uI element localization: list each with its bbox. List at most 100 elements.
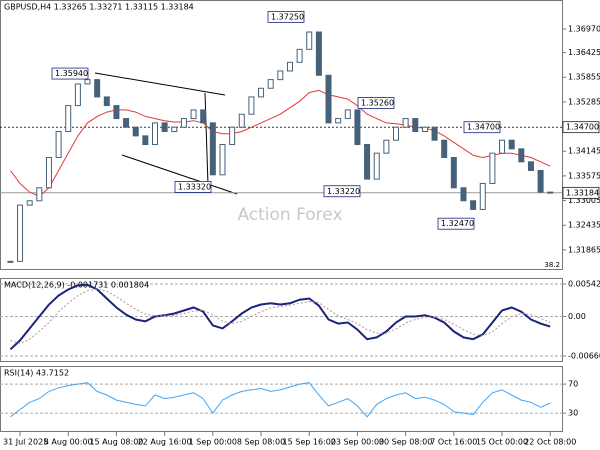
y-tick-label: 1.34145 (568, 147, 600, 156)
candle (508, 139, 515, 150)
candle (258, 87, 265, 98)
price-label: 1.35940 (55, 69, 88, 78)
candle (161, 122, 168, 133)
x-tick-label: 30 Sep 08:00 (379, 438, 432, 447)
rsi-title: RSI(14) 43.7152 (4, 369, 69, 378)
fib-label: 38.2 (544, 261, 560, 269)
level-box (562, 121, 600, 134)
candle (354, 109, 361, 146)
candle (113, 105, 120, 120)
candle (441, 139, 448, 158)
price-box (323, 185, 361, 198)
candle (84, 79, 91, 85)
candle (547, 191, 554, 194)
candle (267, 79, 274, 89)
level-label: 1.34700 (566, 123, 599, 132)
price-label: 1.32470 (441, 219, 474, 228)
y-tick-label: 1.35285 (568, 97, 600, 106)
candle (499, 139, 506, 154)
candle (229, 126, 236, 146)
x-tick-label: 22 Oct 08:00 (524, 438, 576, 447)
candle (142, 135, 149, 146)
y-tick-label: 1.33005 (568, 196, 600, 205)
price-box (437, 217, 475, 230)
candle (518, 148, 525, 163)
candle (17, 204, 24, 262)
y-tick-label: 1.36970 (568, 24, 600, 33)
x-tick-label: 31 Jul 2025 (3, 438, 48, 447)
candle (421, 126, 428, 133)
candle (26, 200, 33, 206)
panel-frame (0, 0, 563, 270)
series-line (10, 382, 551, 418)
x-tick-label: 22 Aug 16:00 (138, 438, 192, 447)
x-tick-label: 8 Aug 00:00 (44, 438, 93, 447)
series-line (9, 89, 551, 197)
candle (470, 200, 477, 210)
candle (344, 109, 351, 120)
candle (373, 152, 380, 180)
candle (335, 118, 342, 124)
candle (55, 131, 62, 159)
candle (383, 139, 390, 154)
candle (7, 260, 14, 263)
y-tick-label: 30 (568, 409, 578, 418)
y-tick-label: 1.31865 (568, 245, 600, 254)
price-box (267, 10, 305, 23)
candle (248, 96, 255, 115)
candle (103, 96, 110, 107)
series-line (10, 288, 551, 344)
x-tick-label: 15 Sep 16:00 (283, 438, 336, 447)
candle (277, 70, 284, 81)
y-tick-label: 1.33575 (568, 171, 600, 180)
panel-frame (0, 366, 563, 432)
candle (431, 126, 438, 141)
x-tick-label: 15 Oct 00:00 (476, 438, 528, 447)
candle (479, 182, 486, 210)
candle (460, 187, 467, 202)
candle (306, 31, 313, 50)
series-line (9, 283, 551, 351)
candle (171, 126, 178, 133)
y-tick-label: 70 (568, 380, 578, 389)
candle (402, 118, 409, 128)
x-tick-label: 15 Aug 08:00 (89, 438, 143, 447)
candle (209, 122, 216, 176)
price-box (51, 67, 89, 80)
price-box (357, 97, 395, 109)
y-tick-label: 0.00 (568, 312, 586, 321)
candle (45, 157, 52, 189)
candle (393, 126, 399, 141)
channel-line (204, 92, 209, 186)
last-price-label: 1.33184 (566, 188, 599, 197)
last-price-box (562, 186, 600, 199)
candle (190, 109, 197, 120)
y-tick-label: 1.35855 (568, 73, 600, 82)
candle (65, 105, 72, 133)
candle (286, 61, 293, 72)
watermark: Action Forex (237, 205, 342, 225)
candle (325, 74, 332, 124)
candle (74, 83, 81, 107)
candle (132, 126, 139, 137)
price-title: GBPUSD,H4 1.33265 1.33271 1.33115 1.3318… (4, 3, 194, 12)
price-label: 1.33320 (178, 182, 211, 191)
price-label: 1.37250 (271, 12, 304, 21)
price-box (463, 121, 501, 134)
candle (200, 109, 207, 124)
candle (152, 122, 158, 146)
candle (180, 118, 187, 128)
candle (364, 144, 371, 180)
y-tick-label: 1.32435 (568, 221, 600, 230)
candle (296, 48, 303, 63)
x-tick-label: 8 Sep 08:00 (237, 438, 285, 447)
price-label: 1.33220 (327, 187, 360, 196)
candle (537, 169, 544, 193)
price-label: 1.35260 (361, 98, 394, 107)
panel-frame (0, 278, 563, 362)
candle (238, 113, 245, 128)
channel-line (94, 72, 226, 96)
